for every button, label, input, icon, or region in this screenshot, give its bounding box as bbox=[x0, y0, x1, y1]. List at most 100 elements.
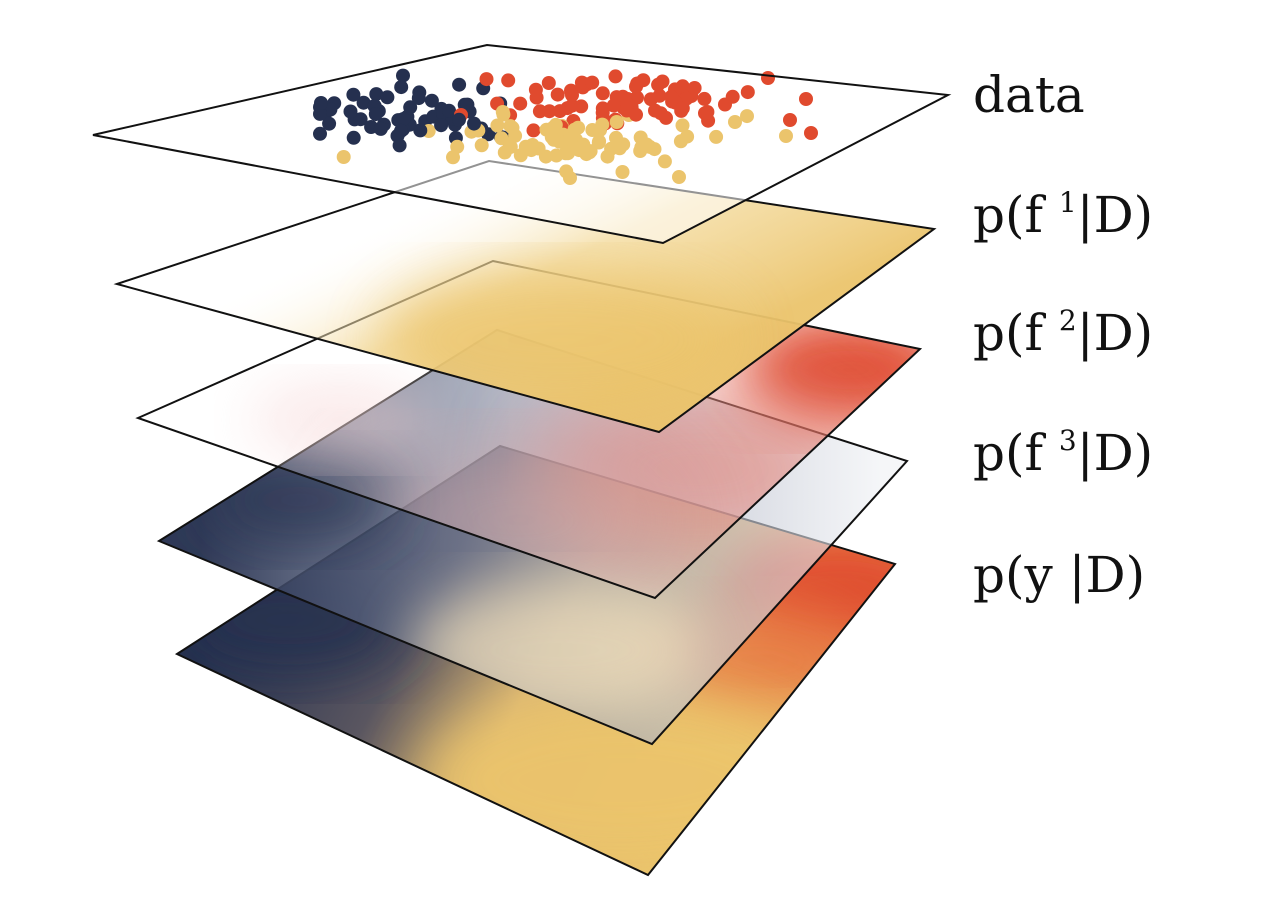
scatter-point-red bbox=[643, 92, 658, 107]
label-f3: p(f 3|D) bbox=[973, 424, 1153, 482]
label-text: |D) bbox=[1077, 424, 1153, 482]
scatter-point-navy bbox=[434, 118, 449, 133]
scatter-point-red bbox=[648, 103, 662, 118]
label-superscript: 3 bbox=[1059, 424, 1077, 457]
scatter-point-red bbox=[687, 81, 702, 95]
scatter-point-yellow bbox=[450, 139, 465, 154]
scatter-point-red bbox=[532, 104, 547, 119]
scatter-point-yellow bbox=[609, 130, 623, 145]
scatter-point-navy bbox=[396, 112, 411, 126]
scatter-point-navy bbox=[413, 123, 428, 138]
scatter-point-yellow bbox=[728, 115, 742, 129]
scatter-point-red bbox=[697, 91, 712, 106]
scatter-point-navy bbox=[356, 95, 371, 110]
scatter-point-yellow bbox=[549, 148, 564, 163]
plane-f1 bbox=[113, 159, 937, 434]
label-text: p(y |D) bbox=[973, 546, 1145, 604]
label-f2: p(f 2|D) bbox=[973, 304, 1153, 362]
plane-data bbox=[92, 43, 952, 245]
label-text: p(f bbox=[973, 424, 1059, 482]
scatter-point-red bbox=[659, 110, 673, 125]
scatter-point-yellow bbox=[615, 165, 630, 179]
scatter-point-yellow bbox=[490, 118, 505, 133]
scatter-point-yellow bbox=[591, 135, 606, 150]
label-text: p(f bbox=[973, 304, 1059, 362]
scatter-point-navy bbox=[411, 91, 426, 106]
label-superscript: 1 bbox=[1059, 186, 1077, 219]
scatter-point-red bbox=[585, 75, 600, 90]
scatter-point-red bbox=[574, 75, 589, 90]
scatter-point-navy bbox=[313, 126, 327, 141]
scatter-point-red bbox=[541, 76, 556, 90]
scatter-points bbox=[313, 68, 818, 185]
scatter-point-yellow bbox=[518, 139, 533, 154]
label-text: p(f bbox=[973, 186, 1059, 244]
scatter-point-yellow bbox=[546, 132, 561, 147]
scatter-point-yellow bbox=[680, 129, 695, 144]
scatter-point-navy bbox=[442, 103, 456, 118]
scatter-point-red bbox=[655, 74, 670, 89]
scatter-point-red bbox=[620, 96, 635, 111]
scatter-point-red bbox=[501, 73, 516, 88]
label-text: |D) bbox=[1077, 186, 1153, 244]
scatter-point-red bbox=[804, 126, 818, 140]
scatter-point-yellow bbox=[600, 149, 615, 164]
label-text: |D) bbox=[1077, 304, 1153, 362]
scatter-point-navy bbox=[314, 96, 328, 110]
scatter-point-red bbox=[565, 88, 579, 102]
label-y: p(y |D) bbox=[973, 546, 1145, 604]
scatter-point-red bbox=[725, 89, 740, 104]
scatter-point-navy bbox=[452, 77, 467, 92]
scatter-point-navy bbox=[368, 107, 383, 122]
scatter-point-yellow bbox=[672, 170, 686, 184]
scatter-point-yellow bbox=[446, 150, 460, 165]
scatter-point-red bbox=[513, 96, 528, 111]
scatter-point-yellow bbox=[779, 129, 793, 143]
scatter-point-yellow bbox=[563, 132, 578, 147]
scatter-point-red bbox=[552, 104, 567, 119]
scatter-point-red bbox=[595, 101, 610, 116]
scatter-point-yellow bbox=[657, 154, 672, 169]
scatter-point-red bbox=[799, 92, 813, 106]
scatter-point-yellow bbox=[548, 117, 563, 132]
scatter-point-navy bbox=[392, 138, 407, 153]
scatter-point-navy bbox=[369, 87, 384, 102]
scatter-point-red bbox=[574, 99, 589, 114]
scatter-point-navy bbox=[452, 112, 466, 127]
scatter-point-red bbox=[528, 82, 543, 97]
scatter-point-red bbox=[606, 98, 621, 113]
scatter-point-yellow bbox=[585, 123, 600, 137]
scatter-point-red bbox=[783, 113, 797, 127]
scatter-point-red bbox=[608, 69, 623, 84]
scatter-point-red bbox=[740, 85, 755, 100]
scatter-point-yellow bbox=[609, 115, 624, 129]
scatter-point-yellow bbox=[336, 150, 351, 164]
scatter-point-yellow bbox=[503, 119, 518, 134]
scatter-point-navy bbox=[394, 123, 408, 138]
scatter-point-red bbox=[595, 86, 610, 101]
scatter-point-yellow bbox=[675, 118, 690, 133]
scatter-point-navy bbox=[353, 112, 368, 127]
scatter-point-red bbox=[675, 101, 690, 116]
scatter-point-red bbox=[479, 72, 494, 87]
scatter-point-yellow bbox=[582, 145, 597, 160]
scatter-point-red bbox=[761, 71, 775, 85]
scatter-point-navy bbox=[313, 106, 327, 121]
scatter-point-yellow bbox=[639, 137, 654, 152]
scatter-point-navy bbox=[373, 121, 388, 136]
scatter-point-red bbox=[630, 76, 645, 91]
scatter-point-navy bbox=[467, 116, 481, 131]
scatter-point-yellow bbox=[495, 105, 510, 119]
scatter-point-red bbox=[526, 123, 541, 138]
scatter-point-yellow bbox=[709, 129, 724, 144]
scatter-point-navy bbox=[424, 93, 439, 108]
scatter-point-navy bbox=[322, 116, 337, 131]
scatter-point-yellow bbox=[474, 138, 489, 153]
label-data: data bbox=[973, 66, 1085, 124]
label-f1: p(f 1|D) bbox=[973, 186, 1153, 244]
scatter-point-navy bbox=[380, 90, 395, 105]
scatter-point-navy bbox=[346, 130, 361, 145]
scatter-point-yellow bbox=[740, 109, 754, 124]
